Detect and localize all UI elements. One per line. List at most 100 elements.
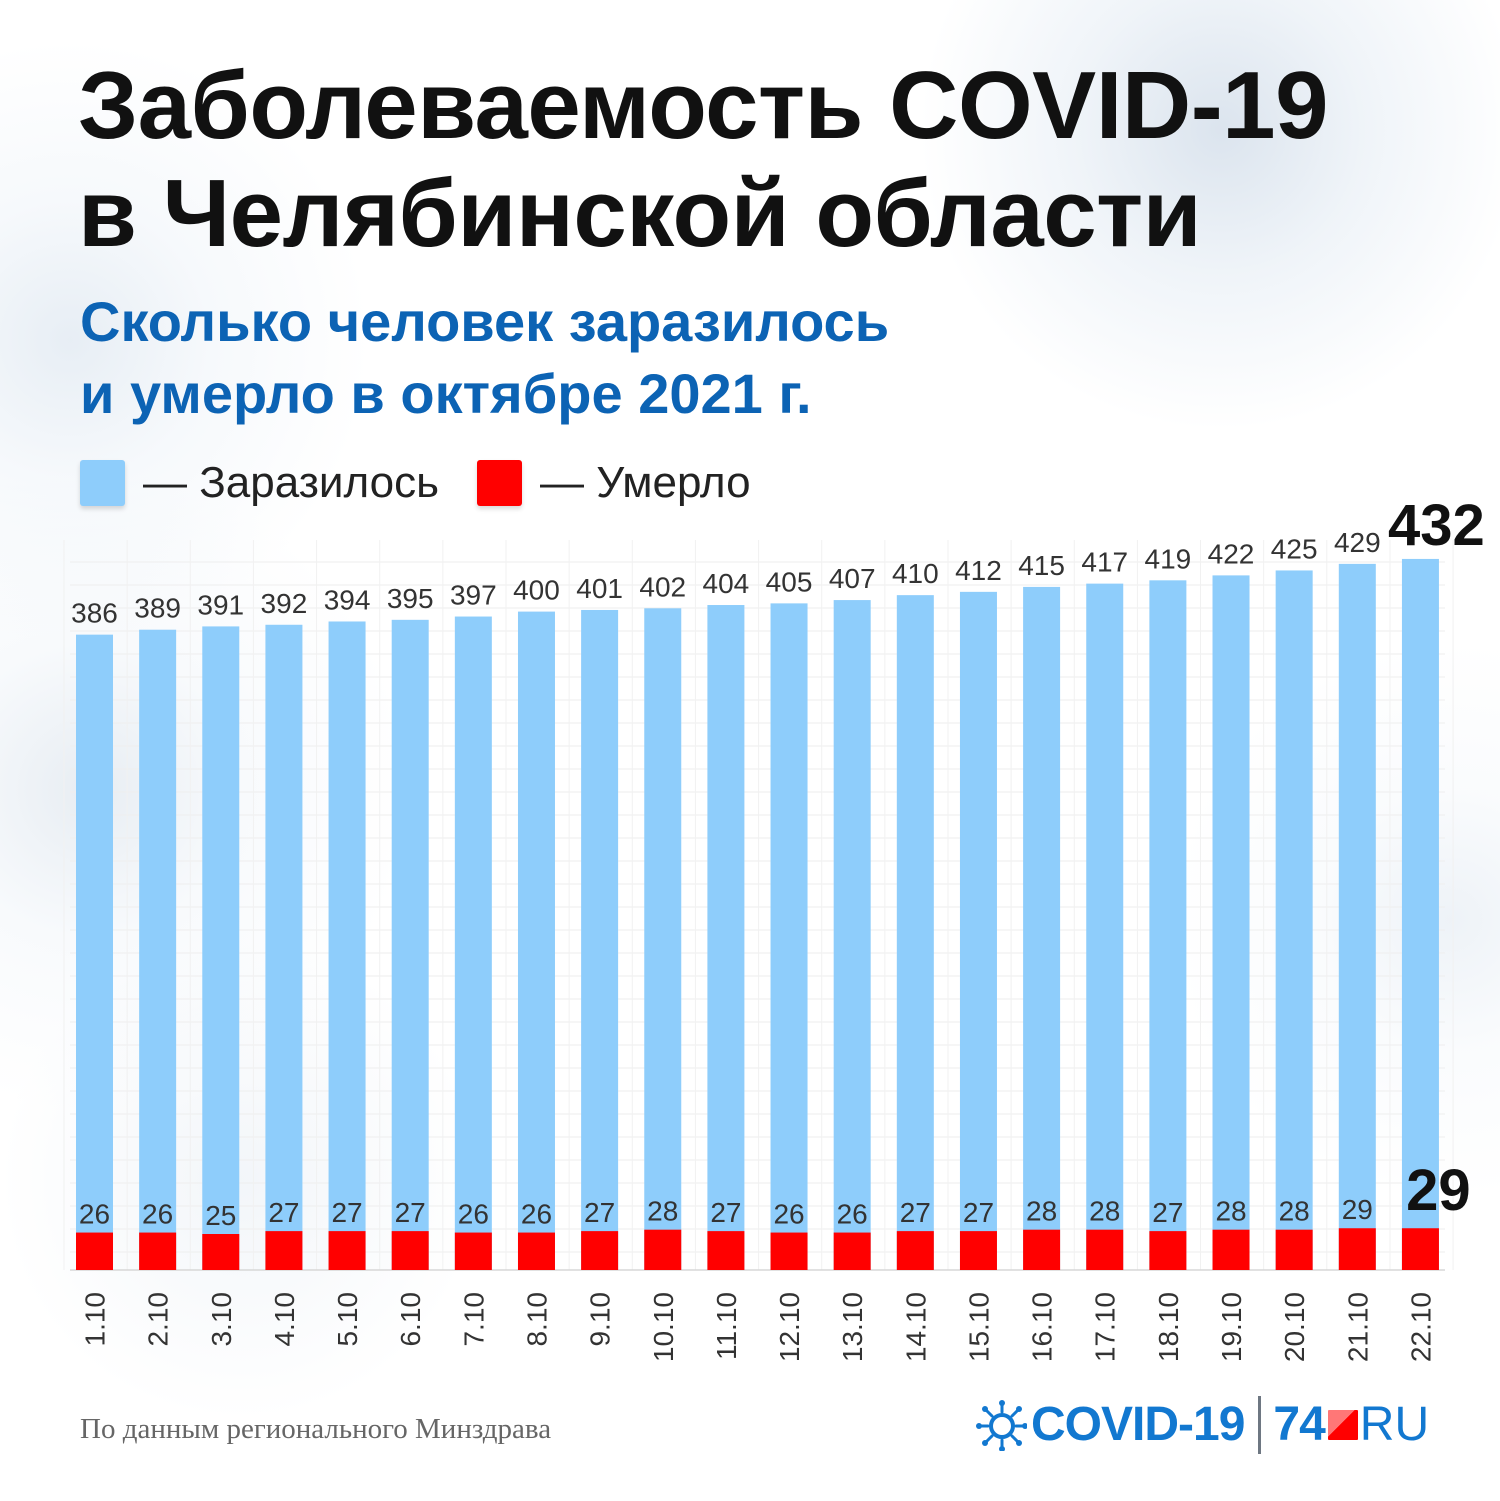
infected-value-label: 432 [1388, 493, 1485, 558]
deaths-bar [1086, 1229, 1124, 1270]
infected-bar [76, 634, 113, 1270]
infected-value-label: 395 [387, 583, 434, 614]
infected-value-label: 412 [955, 555, 1002, 586]
x-tick-label: 3.10 [206, 1292, 237, 1347]
deaths-bar [139, 1232, 177, 1270]
infected-value-label: 415 [1018, 550, 1065, 581]
infected-value-label: 394 [324, 584, 371, 615]
legend-label-deaths: — Умерло [540, 458, 751, 507]
deaths-value-label: 27 [900, 1197, 931, 1228]
deaths-value-label: 26 [458, 1199, 489, 1230]
infected-value-label: 419 [1145, 543, 1192, 574]
x-tick-label: 21.10 [1342, 1292, 1373, 1362]
deaths-value-label: 29 [1406, 1158, 1471, 1223]
x-tick-label: 14.10 [900, 1292, 931, 1362]
deaths-value-label: 29 [1342, 1194, 1373, 1225]
logo-square-icon [1327, 1410, 1358, 1440]
logo-covid-text: COVID-19 [1031, 1398, 1245, 1451]
x-tick-label: 4.10 [269, 1292, 300, 1347]
x-tick-label: 7.10 [458, 1292, 489, 1347]
infected-bar [1086, 583, 1124, 1270]
chart-legend: — Заразилось — Умерло [80, 454, 751, 512]
infected-value-label: 400 [513, 575, 560, 606]
infected-value-label: 397 [450, 580, 497, 611]
x-tick-label: 20.10 [1279, 1292, 1310, 1362]
infected-value-label: 410 [892, 558, 939, 589]
x-tick-label: 12.10 [774, 1292, 805, 1362]
infected-bar [896, 595, 934, 1270]
infected-value-label: 386 [71, 598, 118, 629]
infected-bar [770, 603, 808, 1270]
deaths-value-label: 27 [584, 1197, 615, 1228]
deaths-bar [707, 1231, 745, 1270]
deaths-value-label: 28 [1089, 1196, 1120, 1227]
infected-value-label: 402 [639, 571, 686, 602]
deaths-bar [1149, 1231, 1187, 1270]
deaths-bar [391, 1231, 429, 1270]
infected-color-swatch [80, 460, 125, 506]
x-tick-label: 16.10 [1027, 1292, 1058, 1362]
deaths-bar [833, 1232, 871, 1270]
deaths-bar [328, 1231, 366, 1270]
infected-value-label: 429 [1334, 527, 1381, 558]
infected-bar [1275, 570, 1313, 1270]
deaths-value-label: 25 [205, 1200, 236, 1231]
x-tick-label: 2.10 [143, 1292, 174, 1347]
x-tick-label: 6.10 [395, 1292, 426, 1347]
deaths-value-label: 26 [773, 1199, 804, 1230]
infected-bar [1212, 575, 1250, 1270]
legend-item-infected: — Заразилось [80, 456, 439, 510]
deaths-bar [644, 1229, 682, 1270]
x-tick-label: 10.10 [648, 1292, 679, 1362]
infected-bar [517, 611, 555, 1270]
chart-subtitle-line-2: и умерло в октябре 2021 г. [80, 362, 812, 425]
source-note: По данным регионального Минздрава [80, 1413, 552, 1445]
x-tick-label: 13.10 [837, 1292, 868, 1362]
x-tick-label: 8.10 [521, 1292, 552, 1347]
deaths-bar [1401, 1228, 1439, 1270]
logo-number-text: 74 [1273, 1398, 1325, 1451]
infected-bar [833, 600, 871, 1270]
infected-value-label: 425 [1271, 533, 1318, 564]
x-tick-label: 9.10 [585, 1292, 616, 1347]
x-tick-label: 22.10 [1405, 1292, 1436, 1362]
deaths-bar [896, 1231, 934, 1270]
deaths-value-label: 28 [1215, 1196, 1246, 1227]
deaths-bar [1338, 1228, 1376, 1270]
x-tick-label: 15.10 [963, 1292, 994, 1362]
chart-x-tick-labels: 1.10 2.10 3.10 4.10 5.10 6.10 7.10 8.10 9.10 10.1… [80, 1292, 1437, 1362]
infected-value-label: 405 [766, 566, 813, 597]
legend-label-infected: — Заразилось [143, 458, 440, 507]
infected-bar [1401, 558, 1439, 1270]
x-tick-label: 11.10 [711, 1292, 742, 1360]
chart-title: Заболеваемость COVID-19 в Челябинской об… [78, 52, 1458, 268]
deaths-bar [770, 1232, 808, 1270]
infected-bar [1149, 580, 1187, 1270]
infected-bar [139, 629, 177, 1270]
deaths-value-label: 26 [521, 1199, 552, 1230]
x-tick-label: 19.10 [1216, 1292, 1247, 1362]
deaths-bar [1023, 1229, 1061, 1270]
infected-bar [1338, 563, 1376, 1270]
infected-bar [391, 619, 429, 1270]
infected-bar [644, 608, 682, 1270]
deaths-bar [517, 1232, 555, 1270]
deaths-bar [959, 1231, 997, 1270]
logo-divider [1258, 1396, 1262, 1454]
deaths-value-label: 27 [331, 1197, 362, 1228]
infected-bar [202, 626, 240, 1270]
deaths-color-swatch [477, 460, 523, 506]
infected-value-label: 392 [261, 588, 308, 619]
infected-bar [959, 591, 997, 1270]
chart-data-labels: 386 26 389 26 391 25 392 27 394 27 395 27 397 26 400 26… [71, 493, 1485, 1231]
deaths-value-label: 26 [79, 1199, 110, 1230]
deaths-value-label: 27 [1152, 1197, 1183, 1228]
chart-subtitle: Сколько человек заразилось и умерло в ок… [80, 286, 1260, 430]
logo-ru-text: RU [1359, 1398, 1430, 1451]
x-tick-label: 17.10 [1090, 1292, 1121, 1362]
infected-value-label: 417 [1081, 547, 1128, 578]
chart-title-line-1: Заболеваемость COVID-19 [78, 52, 1328, 159]
deaths-bar [1275, 1229, 1313, 1270]
infected-bar [581, 609, 619, 1270]
infected-value-label: 401 [576, 573, 623, 604]
